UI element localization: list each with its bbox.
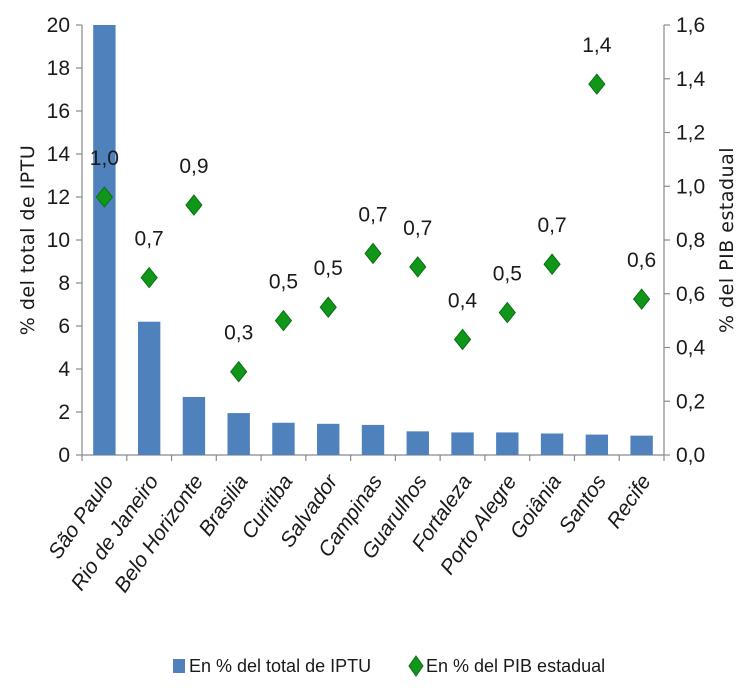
diamond-marker: [185, 194, 203, 216]
bar: [630, 435, 653, 455]
diamond-marker: [543, 253, 561, 275]
data-label: 0,7: [135, 228, 164, 251]
bar: [137, 321, 161, 455]
y-right-tick-label: 0,6: [676, 283, 705, 306]
y-left-tick-label: 18: [47, 57, 70, 80]
diamond-marker: [588, 73, 606, 95]
diamond-marker: [140, 266, 158, 289]
axes: 0 2 4 6 8 10 12 14 16 18 20 0,0 0,2 0,4 0,6 0,8 1,0 1,2 1,…: [47, 14, 706, 467]
y-left-tick-label: 6: [58, 315, 70, 338]
y-right-tick-label: 0,0: [676, 444, 705, 467]
bar: [227, 413, 250, 455]
data-label: 0,7: [403, 217, 432, 240]
y-left-tick-label: 14: [47, 143, 71, 166]
legend: En % del total de IPTU En % del PIB estad…: [173, 655, 605, 677]
bars-layer: [93, 25, 653, 455]
data-label: 1,0: [90, 147, 119, 170]
diamond-marker: [274, 309, 293, 332]
y-axis-title-left: % del total de IPTU: [17, 145, 39, 336]
y-left-tick-label: 2: [58, 401, 70, 424]
legend-bar-label: En % del total de IPTU: [189, 656, 371, 676]
bar: [272, 422, 295, 455]
data-labels-layer: 1,0 0,7 0,9 0,3 0,5 0,5 0,7 0,7 0,4 0,5 0,7 1,4 0,6: [90, 34, 656, 345]
data-label: 0,4: [448, 289, 478, 312]
bar: [496, 432, 519, 455]
y-left-tick-label: 16: [47, 100, 70, 123]
bar: [406, 431, 429, 455]
markers-layer: [95, 73, 651, 383]
category-label: Recife: [603, 471, 656, 533]
diamond-marker: [319, 296, 337, 318]
y-right-tick-label: 0,8: [676, 229, 705, 252]
y-right-tick-label: 1,0: [676, 175, 705, 198]
diamond-marker: [230, 360, 248, 383]
data-label: 0,5: [269, 271, 298, 294]
y-right-tick-label: 1,2: [676, 122, 705, 145]
data-label: 0,7: [537, 214, 566, 237]
diamond-marker: [632, 288, 651, 310]
y-left-tick-label: 8: [58, 272, 70, 295]
y-left-tick-label: 20: [47, 14, 70, 37]
bar: [93, 25, 116, 455]
bar: [182, 396, 206, 455]
data-label: 1,4: [582, 34, 612, 57]
y-axis-title-right-text: % del PIB estadual: [716, 147, 738, 333]
y-axis-title-left-text: % del total de IPTU: [17, 145, 39, 336]
diamond-marker: [453, 328, 472, 351]
bar: [361, 424, 385, 455]
data-label: 0,7: [358, 203, 387, 226]
legend-diamond-label: En % del PIB estadual: [426, 656, 605, 676]
y-right-tick-label: 0,4: [676, 337, 706, 360]
data-label: 0,5: [314, 257, 343, 280]
category-label: Santos: [555, 470, 612, 537]
bar: [585, 434, 609, 455]
diamond-marker: [364, 242, 382, 265]
legend-bar-swatch: [173, 659, 185, 673]
data-label: 0,9: [179, 155, 208, 178]
y-axis-title-right: % del PIB estadual: [716, 147, 738, 333]
y-left-tick-label: 10: [47, 229, 70, 252]
y-right-tick-label: 1,4: [676, 68, 706, 91]
diamond-marker: [409, 256, 427, 278]
bar: [540, 433, 564, 455]
y-right-tick-label: 1,6: [676, 14, 705, 37]
data-label: 0,6: [627, 249, 656, 272]
y-right-tick-label: 0,2: [676, 390, 705, 413]
bar: [451, 432, 474, 455]
data-label: 0,5: [493, 263, 522, 286]
data-label: 0,3: [224, 322, 253, 345]
legend-diamond-swatch: [408, 655, 424, 677]
bar: [317, 423, 340, 455]
diamond-marker: [95, 186, 114, 208]
diamond-marker: [498, 301, 516, 324]
y-left-tick-label: 0: [58, 444, 70, 467]
y-left-tick-label: 4: [58, 358, 70, 381]
y-left-tick-label: 12: [47, 186, 70, 209]
